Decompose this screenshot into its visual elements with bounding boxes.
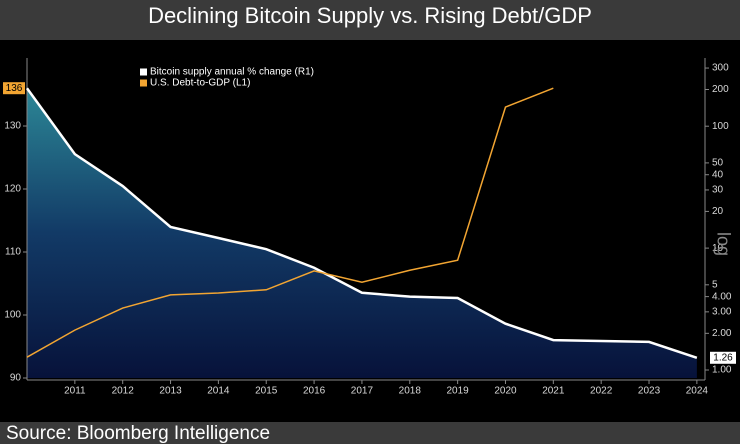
- area: [27, 88, 697, 378]
- y-tick-label: 100: [4, 310, 21, 321]
- chart-title: Declining Bitcoin Supply vs. Rising Debt…: [148, 3, 592, 28]
- x-tick-label: 2019: [447, 386, 470, 397]
- x-tick-label: 2012: [112, 386, 135, 397]
- y-tick-label: 90: [10, 373, 22, 384]
- value-label: 1.26: [713, 352, 733, 363]
- x-tick-label: 2023: [638, 386, 661, 397]
- y2-tick-label: 200: [712, 84, 729, 95]
- title-bar: [0, 0, 740, 40]
- x-tick-label: 2021: [542, 386, 565, 397]
- legend-swatch: [140, 68, 147, 76]
- line: [25, 87, 698, 359]
- value-label: 136: [6, 83, 23, 94]
- x-tick-label: 2017: [351, 386, 374, 397]
- y2-tick-label: 50: [712, 158, 724, 169]
- legend-label: U.S. Debt-to-GDP (L1): [150, 78, 250, 89]
- y2-tick-label: 1.00: [712, 365, 732, 376]
- source-bar: [0, 422, 740, 444]
- y2-tick-label: 20: [712, 206, 724, 217]
- x-tick-label: 2018: [399, 386, 422, 397]
- y2-tick-label: 10: [712, 243, 724, 254]
- y2-tick-label: 300: [712, 63, 729, 74]
- x-tick-label: 2013: [159, 386, 182, 397]
- y2-tick-label: 5: [712, 279, 718, 290]
- y2-axis-label: log: [713, 232, 733, 256]
- x-tick-label: 2016: [303, 386, 326, 397]
- y2-tick-label: 40: [712, 169, 724, 180]
- line: [26, 87, 554, 358]
- legend-swatch: [140, 79, 147, 87]
- x-tick-label: 2014: [207, 386, 230, 397]
- x-tick-label: 2020: [494, 386, 517, 397]
- y2-tick-label: 100: [712, 121, 729, 132]
- y-tick-label: 110: [5, 247, 21, 258]
- y2-tick-label: 3.00: [712, 306, 732, 317]
- y2-tick-label: 4.00: [712, 291, 732, 302]
- y-tick-label: 120: [4, 184, 21, 195]
- x-tick-label: 2011: [64, 386, 86, 397]
- value-label-box: [3, 82, 25, 95]
- x-tick-label: 2024: [686, 386, 709, 397]
- x-tick-label: 2022: [590, 386, 613, 397]
- y2-tick-label: 2.00: [712, 328, 732, 339]
- legend-label: Bitcoin supply annual % change (R1): [150, 67, 314, 78]
- source: Source: Bloomberg Intelligence: [6, 423, 270, 444]
- x-tick-label: 2015: [255, 386, 278, 397]
- y-tick-label: 130: [4, 121, 21, 132]
- y2-tick-label: 30: [712, 185, 724, 196]
- value-label-box: [710, 351, 736, 364]
